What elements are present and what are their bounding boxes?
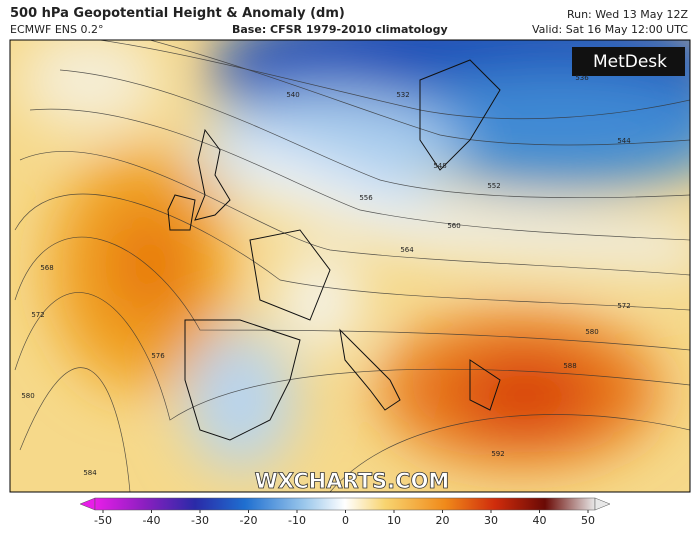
- title: 500 hPa Geopotential Height & Anomaly (d…: [10, 6, 345, 21]
- colorbar-tick-label: 20: [436, 514, 450, 527]
- contour-label: 572: [31, 311, 44, 319]
- colorbar-tick-label: 50: [581, 514, 595, 527]
- colorbar-arrow-low: [79, 497, 96, 511]
- colorbar-tick-label: 40: [533, 514, 547, 527]
- contour-label: 584: [83, 469, 97, 477]
- contour-label: 560: [447, 222, 460, 230]
- contour-label: 556: [359, 194, 373, 202]
- map-field: [10, 40, 690, 492]
- colorbar-tick-label: -50: [94, 514, 112, 527]
- contour-label: 536: [575, 74, 589, 82]
- watermark: WXCHARTS.COM: [255, 469, 450, 493]
- contour-label: 540: [286, 91, 299, 99]
- colorbar-tick-label: -10: [288, 514, 306, 527]
- contour-label: 580: [585, 328, 598, 336]
- base: Base: CFSR 1979-2010 climatology: [232, 23, 448, 36]
- model: ECMWF ENS 0.2°: [10, 23, 104, 36]
- contour-label: 544: [617, 137, 631, 145]
- contour-label: 572: [617, 302, 630, 310]
- contour-label: 588: [563, 362, 576, 370]
- contour-label: 552: [487, 182, 500, 190]
- colorbar-arrow-high: [594, 497, 611, 511]
- colorbar-tick-label: -20: [240, 514, 258, 527]
- colorbar: [94, 497, 596, 511]
- logo-box: [572, 47, 685, 76]
- contour-label: 592: [491, 450, 504, 458]
- colorbar-tick-label: -40: [143, 514, 161, 527]
- colorbar-tick-label: 0: [342, 514, 349, 527]
- colorbar-tick-label: -30: [191, 514, 209, 527]
- colorbar-ticks: -50 -40 -30 -20 -10 0 10 20 30 40 50: [94, 510, 595, 527]
- contour-label: 580: [21, 392, 34, 400]
- contour-labels: 540 532 536 544 548 552 556 560 564 568 572 576 580 5…: [21, 74, 631, 477]
- contour-label: 576: [151, 352, 165, 360]
- run: Run: Wed 13 May 12Z: [566, 8, 688, 21]
- contour-label: 548: [433, 162, 446, 170]
- colorbar-tick-label: 30: [484, 514, 498, 527]
- logo: MetDesk: [593, 52, 667, 72]
- contour-label: 532: [396, 91, 409, 99]
- coastlines: [167, 59, 501, 441]
- contour-label: 564: [400, 246, 414, 254]
- contour-label: 568: [40, 264, 53, 272]
- valid: Valid: Sat 16 May 12:00 UTC: [532, 23, 688, 36]
- colorbar-tick-label: 10: [387, 514, 401, 527]
